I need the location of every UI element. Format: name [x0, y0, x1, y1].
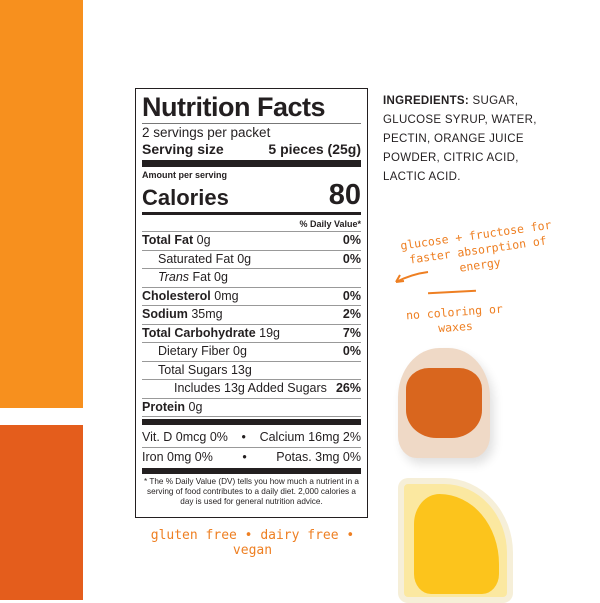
serving-size-value: 5 pieces (25g): [268, 141, 361, 157]
divider-stroke: [427, 289, 477, 295]
note-coloring: no coloring or waxes: [405, 301, 504, 336]
nutrition-facts-label: Nutrition Facts 2 servings per packet Se…: [135, 88, 368, 518]
nutrient-row: Protein 0g: [142, 399, 361, 417]
nutrient-row: Trans Fat 0g: [142, 269, 361, 288]
orange-slice-image: [398, 478, 513, 603]
ingredients: INGREDIENTS: SUGAR, GLUCOSE SYRUP, WATER…: [383, 95, 537, 183]
nutrient-row: Sodium 35mg 2%: [142, 306, 361, 325]
tagline: gluten free • dairy free • vegan: [150, 528, 355, 558]
serving-size-label: Serving size: [142, 141, 224, 157]
vitamin-row: Iron 0mg 0% • Potas. 3mg 0%: [142, 450, 361, 464]
nutrient-row: Total Sugars 13g: [142, 362, 361, 380]
nutrient-row: Total Fat 0g 0%: [142, 232, 361, 251]
nutrient-row: Cholesterol 0mg 0%: [142, 288, 361, 306]
servings: 2 servings per packet: [142, 125, 271, 140]
orange-bar-top: [0, 0, 83, 408]
footnote: * The % Daily Value (DV) tells you how m…: [144, 477, 359, 506]
nutrient-row: Dietary Fiber 0g 0%: [142, 343, 361, 362]
calories-label: Calories: [142, 185, 229, 210]
calories-value: 80: [328, 179, 361, 211]
nutrient-row: Total Carbohydrate 19g 7%: [142, 325, 361, 343]
orange-bar-bottom: [0, 425, 83, 600]
arrow-icon: [395, 271, 429, 283]
gummy-image: [398, 348, 490, 458]
nutrient-row: Saturated Fat 0g 0%: [142, 251, 361, 269]
vitamin-row: Vit. D 0mcg 0% • Calcium 16mg 2%: [142, 428, 361, 448]
label-title: Nutrition Facts: [142, 92, 326, 122]
amount-per-serving: Amount per serving: [142, 170, 228, 180]
daily-value-header: % Daily Value*: [142, 217, 361, 232]
nutrient-row: Includes 13g Added Sugars 26%: [142, 380, 361, 399]
